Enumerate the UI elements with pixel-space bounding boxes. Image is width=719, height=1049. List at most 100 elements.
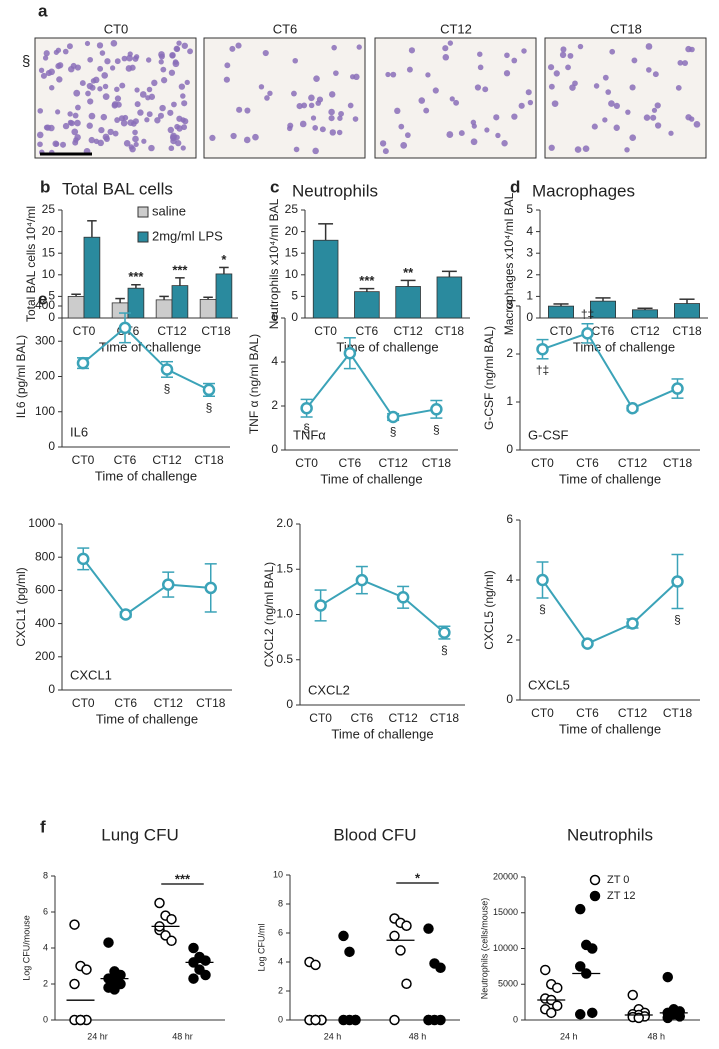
point — [343, 346, 357, 360]
cell — [160, 66, 167, 73]
cell — [243, 136, 251, 144]
cell — [173, 45, 180, 52]
cell — [329, 129, 336, 136]
cell — [682, 60, 689, 67]
y-tick-label: 2 — [526, 267, 533, 281]
cell — [66, 43, 73, 50]
cell — [447, 40, 454, 46]
cell — [442, 54, 450, 61]
y-tick-label: 1.0 — [276, 607, 293, 621]
x-tick-label: CT0 — [295, 456, 318, 470]
cell — [336, 129, 343, 136]
x-tick-label: CT0 — [531, 706, 554, 720]
point — [350, 1014, 361, 1026]
cell — [352, 116, 359, 122]
cell — [49, 85, 55, 91]
cell — [87, 98, 94, 105]
cell — [75, 104, 81, 111]
cell — [180, 93, 186, 99]
y-tick-label: 100 — [35, 404, 55, 418]
point — [626, 401, 639, 415]
cell — [379, 140, 387, 147]
cell — [645, 43, 653, 50]
cell — [158, 59, 164, 65]
point — [338, 930, 349, 942]
significance: *** — [172, 262, 188, 277]
bar — [312, 239, 339, 319]
point — [423, 923, 434, 934]
panel-label: d — [510, 177, 520, 196]
x-axis-label: Time of challenge — [95, 468, 197, 483]
cell — [605, 89, 612, 95]
x-tick-label: CT12 — [152, 453, 182, 467]
y-tick-label: 4 — [43, 942, 48, 952]
cell — [174, 134, 180, 141]
x-tick-label: CT6 — [114, 453, 137, 467]
point — [536, 573, 549, 587]
annotation: § — [303, 421, 310, 435]
cell — [312, 147, 319, 155]
point — [435, 962, 446, 974]
micrograph — [374, 37, 537, 159]
y-tick-label: 20 — [285, 224, 299, 238]
cell — [286, 125, 293, 132]
cell — [139, 91, 147, 98]
y-tick-label: 0 — [48, 439, 55, 453]
x-axis-label: Time of challenge — [331, 726, 433, 741]
cell — [43, 50, 50, 57]
x-tick-label: CT18 — [435, 324, 465, 338]
cell — [252, 133, 259, 141]
point — [344, 946, 355, 958]
cell — [688, 116, 695, 122]
y-tick-label: 4 — [506, 572, 513, 586]
y-tick-label: 400 — [35, 298, 55, 312]
point — [119, 608, 132, 621]
micrograph — [203, 37, 366, 159]
x-tick-label: 24 h — [560, 1031, 578, 1041]
bar — [548, 305, 575, 319]
cell — [418, 97, 426, 104]
cell — [181, 42, 189, 49]
cell — [87, 56, 94, 63]
cell — [187, 48, 193, 55]
cell — [404, 132, 411, 139]
image-title: CT0 — [104, 21, 129, 36]
point — [118, 321, 132, 335]
y-axis-label: Neutrophils (cells/mouse) — [479, 898, 489, 1000]
point — [76, 356, 90, 370]
cell — [608, 100, 615, 107]
cell — [484, 127, 490, 133]
point — [438, 626, 451, 639]
cell — [85, 90, 91, 97]
cell — [101, 72, 109, 79]
cell — [574, 146, 582, 153]
cell — [132, 118, 139, 125]
cell — [390, 71, 397, 78]
cell — [293, 146, 300, 153]
y-tick-label: 15000 — [493, 907, 518, 917]
x-tick-label: 24 h — [324, 1031, 342, 1041]
cell — [565, 64, 571, 71]
line — [82, 558, 211, 616]
cell — [299, 120, 307, 128]
point — [552, 982, 563, 994]
cell — [408, 47, 416, 54]
point — [662, 1012, 673, 1024]
y-tick-label: 20 — [42, 224, 56, 238]
cell — [159, 104, 166, 112]
y-tick-label: 800 — [35, 549, 55, 563]
cell — [313, 75, 320, 82]
cell — [97, 86, 103, 92]
cell — [88, 112, 96, 120]
point — [671, 575, 684, 588]
cell — [74, 134, 81, 141]
cell — [145, 57, 152, 63]
cell — [151, 79, 158, 87]
line — [320, 578, 446, 634]
significance: *** — [175, 871, 191, 886]
x-tick-label: CT18 — [201, 324, 231, 338]
cell — [650, 114, 657, 121]
cell — [104, 58, 111, 65]
x-tick-label: CT6 — [576, 706, 599, 720]
annotation: § — [433, 422, 440, 436]
